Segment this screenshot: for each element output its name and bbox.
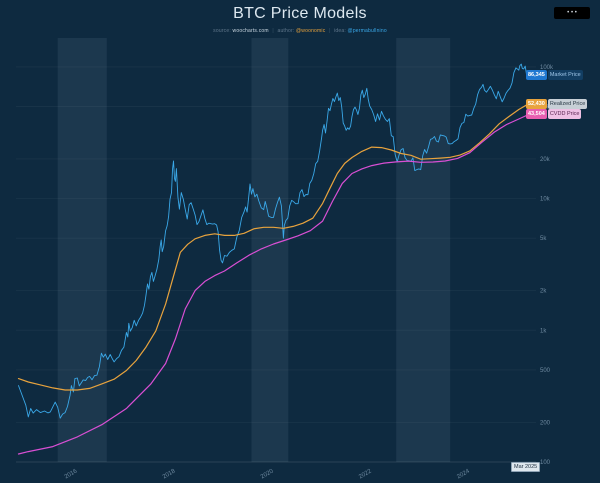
- series-name-label: Market Price: [547, 70, 583, 80]
- highlight-band: [57, 38, 107, 462]
- page-title: BTC Price Models: [233, 5, 367, 22]
- series-line-market-price: [18, 63, 530, 419]
- toolbar-dots-icon: • • •: [567, 10, 577, 16]
- chart-attribution: source: woocharts.com | author: @woonomi…: [0, 28, 600, 34]
- source-label: source:: [213, 28, 231, 34]
- y-axis-tick: 1k: [540, 328, 547, 334]
- author-link[interactable]: @woonomic: [296, 28, 326, 34]
- series-badge-row: 43,504 CVDD Price: [526, 109, 582, 119]
- y-axis-tick: 5k: [540, 236, 547, 242]
- series-name-label: Realized Price: [547, 99, 588, 109]
- x-axis-tick: 2022: [358, 468, 373, 480]
- idea-label: idea:: [334, 28, 346, 34]
- x-axis-tick: 2016: [64, 468, 79, 480]
- x-axis-tick: 2020: [260, 468, 275, 480]
- series-value-badge: 43,504: [526, 109, 547, 119]
- source-link[interactable]: woocharts.com: [232, 28, 269, 34]
- x-axis-tick: 2024: [456, 468, 471, 480]
- series-name-label: CVDD Price: [547, 109, 582, 119]
- series-value-badge: 52,430: [526, 99, 547, 109]
- separator: |: [329, 28, 331, 34]
- series-value-badge: 86,345: [526, 70, 547, 80]
- highlight-band: [396, 38, 451, 462]
- y-axis-tick: 20k: [540, 157, 551, 163]
- separator: |: [272, 28, 274, 34]
- author-label: author:: [277, 28, 295, 34]
- current-date-badge: Mar 2025: [511, 462, 541, 472]
- series-badge-row: 86,345 Market Price: [526, 70, 583, 80]
- chart-toolbar[interactable]: • • •: [554, 7, 590, 19]
- y-axis-tick: 2k: [540, 289, 547, 295]
- y-axis-tick: 100k: [540, 65, 554, 71]
- series-badge-row: 52,430 Realized Price: [526, 99, 588, 109]
- y-axis-tick: 100: [540, 460, 551, 466]
- highlight-band: [251, 38, 289, 462]
- idea-link[interactable]: @permabullnino: [347, 28, 387, 34]
- x-axis-tick: 2018: [162, 468, 177, 480]
- series-line-realized-price: [17, 103, 530, 391]
- y-axis-tick: 200: [540, 420, 551, 426]
- series-line-cvdd-price: [17, 113, 530, 455]
- y-axis-tick: 10k: [540, 197, 551, 203]
- y-axis-tick: 500: [540, 368, 551, 374]
